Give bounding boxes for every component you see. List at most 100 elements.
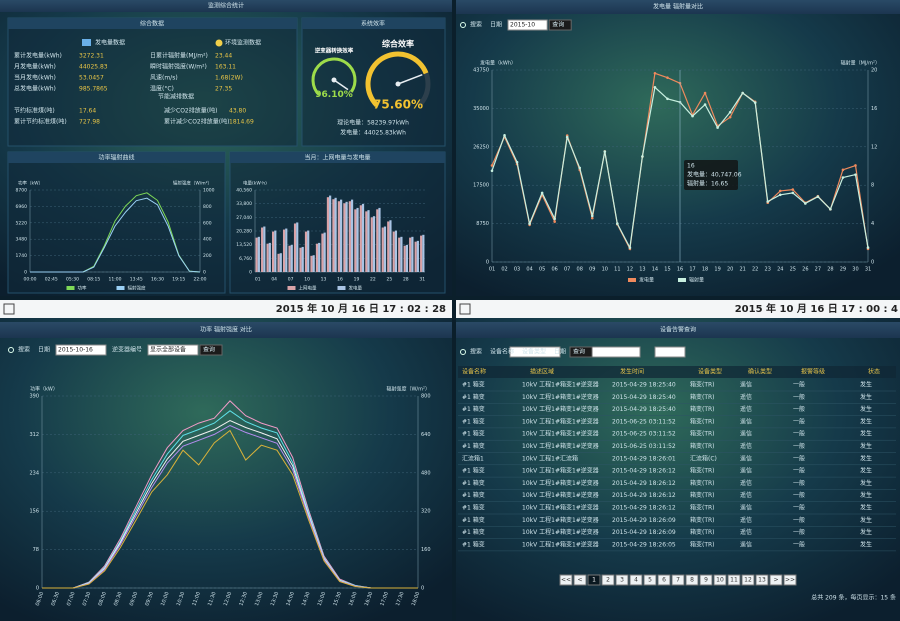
bar (310, 255, 313, 272)
y-tick-label: 312 (29, 432, 39, 438)
table-cell: 遥信 (740, 491, 752, 499)
table-cell: 一般 (793, 393, 805, 401)
x-tick-label: 14 (652, 267, 658, 273)
chart-title: 当月：上网电量与发电量 (304, 154, 370, 162)
menu-icon[interactable] (459, 303, 471, 315)
summary-box (7, 17, 298, 147)
page-button[interactable] (587, 574, 601, 586)
bar (420, 235, 423, 272)
y2-tick-label: 200 (203, 253, 212, 259)
page-button[interactable] (643, 574, 657, 586)
table-header: 设备类型 (698, 368, 722, 376)
page-button[interactable] (727, 574, 741, 586)
gauge-value: 96.10% (315, 90, 353, 100)
point (778, 193, 782, 197)
bar (372, 216, 376, 272)
bar (361, 203, 365, 272)
page-button[interactable] (573, 574, 587, 586)
page-button[interactable] (601, 574, 615, 586)
table-cell: 发生 (860, 442, 872, 450)
table-cell: 遥信 (740, 540, 752, 548)
x-tick-label: 00:00 (24, 277, 37, 283)
input[interactable] (654, 346, 686, 358)
gauge-needle (397, 74, 423, 85)
input[interactable] (589, 346, 641, 358)
page-label: > (773, 577, 778, 584)
table-cell: #1 箱变 (462, 491, 485, 499)
table-cell: 遥信 (740, 479, 752, 487)
y-axis-label: 发电量（kWh） (480, 60, 516, 67)
table-header: 确认类型 (748, 368, 772, 376)
page-button[interactable] (657, 574, 671, 586)
page-label: 5 (648, 577, 652, 584)
x-tick-label: 19 (354, 277, 360, 283)
button[interactable] (569, 346, 593, 358)
bar (422, 234, 425, 272)
input[interactable] (147, 344, 199, 356)
point (854, 164, 857, 167)
bar (392, 231, 395, 272)
page-button[interactable] (755, 574, 769, 586)
x-tick-label: 15:30 (332, 591, 343, 607)
x-tick-label: 28 (403, 277, 409, 283)
page-button[interactable] (783, 574, 797, 586)
table-cell: #1 箱变 (462, 467, 485, 475)
x-tick-label: 12:00 (223, 591, 234, 607)
table-cell: 箱变(TR) (690, 516, 715, 524)
x-tick-label: 09 (589, 267, 595, 273)
button[interactable] (199, 344, 223, 356)
page-label: 10 (716, 577, 724, 584)
table-cell: #1 箱变 (462, 516, 485, 524)
page-button[interactable] (559, 574, 573, 586)
gauge-value: 75.60% (373, 98, 423, 112)
table-cell: 遥信 (740, 454, 752, 462)
table-cell: 10kV 工程1#汇流箱 (522, 454, 578, 462)
clock: 2015 年 10 月 16 日 17 : 00 : 4 (735, 302, 898, 315)
y2-axis-label: 辐射强度（W/m²） (173, 180, 212, 187)
x-tick-label: 02:45 (45, 277, 58, 283)
bar (318, 242, 321, 272)
bar (359, 205, 362, 272)
page-button[interactable] (741, 574, 755, 586)
x-tick-label: 08:00 (97, 591, 108, 607)
page-button[interactable] (615, 574, 629, 586)
stat-value: 3272.31 (79, 53, 104, 60)
x-tick-label: 16 (337, 277, 343, 283)
page-button[interactable] (671, 574, 685, 586)
x-tick-label: 12 (627, 267, 633, 273)
input[interactable] (507, 19, 548, 31)
stat-label: 节约标准煤(吨) (14, 107, 55, 115)
gauge-arc (311, 57, 357, 96)
input[interactable] (55, 344, 107, 356)
y2-tick-label: 1000 (203, 188, 215, 194)
page-button[interactable] (629, 574, 643, 586)
x-tick-label: 16:30 (364, 591, 375, 607)
menu-icon[interactable] (3, 303, 15, 315)
y2-tick-label: 0 (871, 260, 874, 266)
button[interactable] (548, 19, 572, 31)
input[interactable] (509, 346, 561, 358)
table-cell: 遥信 (740, 528, 752, 536)
point (854, 173, 857, 176)
gauge-hub (331, 77, 337, 83)
page-button[interactable] (713, 574, 727, 586)
page-button[interactable] (699, 574, 713, 586)
x-tick-label: 19:15 (172, 277, 185, 283)
page-label: 11 (730, 577, 738, 584)
point (753, 101, 757, 104)
x-tick-label: 27 (815, 267, 821, 273)
page-label: 1 (592, 577, 596, 584)
bar (356, 207, 359, 272)
point (603, 150, 607, 153)
x-tick-label: 12:30 (238, 591, 249, 607)
x-tick-label: 04 (271, 277, 277, 283)
x-tick-label: 09:30 (144, 591, 155, 607)
table-cell: 发生 (860, 516, 872, 524)
page-button[interactable] (685, 574, 699, 586)
page-label: 9 (704, 577, 708, 584)
table-cell: 一般 (793, 491, 805, 499)
page-button[interactable] (769, 574, 783, 586)
stat-value: 44025.83 (79, 64, 108, 71)
toolbar-label: 日期 (38, 346, 50, 354)
table-cell: 一般 (793, 479, 805, 487)
